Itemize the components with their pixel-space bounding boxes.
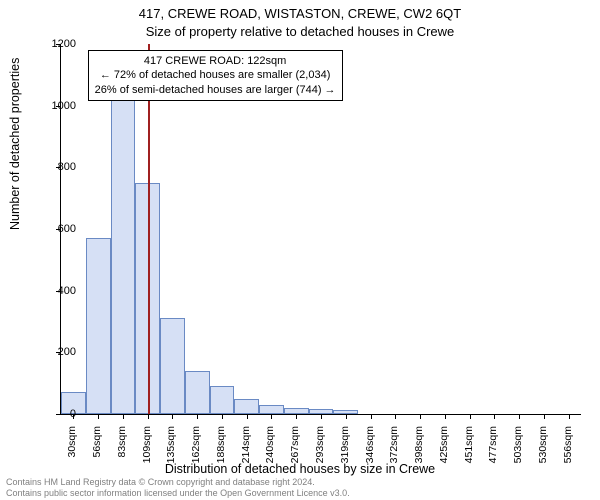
chart-container: 417, CREWE ROAD, WISTASTON, CREWE, CW2 6… xyxy=(0,0,600,500)
xtick-label: 135sqm xyxy=(165,426,177,476)
xtick-mark xyxy=(148,414,149,419)
ytick-label: 1000 xyxy=(36,100,76,112)
xtick-mark xyxy=(296,414,297,419)
xtick-label: 56sqm xyxy=(91,426,103,476)
xtick-mark xyxy=(172,414,173,419)
chart-title-sub: Size of property relative to detached ho… xyxy=(0,24,600,39)
xtick-label: 556sqm xyxy=(562,426,574,476)
ytick-label: 400 xyxy=(36,285,76,297)
xtick-label: 372sqm xyxy=(388,426,400,476)
footnote-line2: Contains public sector information licen… xyxy=(6,488,350,498)
xtick-label: 109sqm xyxy=(141,426,153,476)
chart-title-main: 417, CREWE ROAD, WISTASTON, CREWE, CW2 6… xyxy=(0,6,600,21)
xtick-label: 240sqm xyxy=(264,426,276,476)
histogram-bar xyxy=(111,87,136,414)
xtick-label: 319sqm xyxy=(339,426,351,476)
annotation-box: 417 CREWE ROAD: 122sqm← 72% of detached … xyxy=(88,50,343,101)
xtick-label: 451sqm xyxy=(463,426,475,476)
annotation-line: ← 72% of detached houses are smaller (2,… xyxy=(95,68,336,82)
xtick-label: 30sqm xyxy=(66,426,78,476)
histogram-bar xyxy=(210,386,235,414)
xtick-mark xyxy=(420,414,421,419)
ytick-label: 600 xyxy=(36,223,76,235)
xtick-mark xyxy=(123,414,124,419)
xtick-mark xyxy=(544,414,545,419)
xtick-mark xyxy=(470,414,471,419)
xtick-label: 162sqm xyxy=(190,426,202,476)
xtick-mark xyxy=(222,414,223,419)
xtick-label: 477sqm xyxy=(487,426,499,476)
ytick-label: 800 xyxy=(36,161,76,173)
plot-area: 417 CREWE ROAD: 122sqm← 72% of detached … xyxy=(60,44,581,415)
xtick-label: 346sqm xyxy=(364,426,376,476)
ytick-label: 1200 xyxy=(36,38,76,50)
xtick-mark xyxy=(494,414,495,419)
xtick-mark xyxy=(321,414,322,419)
xtick-label: 293sqm xyxy=(314,426,326,476)
annotation-line: 417 CREWE ROAD: 122sqm xyxy=(95,54,336,68)
xtick-mark xyxy=(98,414,99,419)
footnote: Contains HM Land Registry data © Crown c… xyxy=(6,477,350,498)
xtick-mark xyxy=(247,414,248,419)
y-axis-label: Number of detached properties xyxy=(8,58,22,230)
xtick-mark xyxy=(395,414,396,419)
ytick-label: 200 xyxy=(36,346,76,358)
histogram-bar xyxy=(185,371,210,414)
footnote-line1: Contains HM Land Registry data © Crown c… xyxy=(6,477,315,487)
ytick-label: 0 xyxy=(36,408,76,420)
xtick-mark xyxy=(371,414,372,419)
xtick-label: 188sqm xyxy=(215,426,227,476)
xtick-mark xyxy=(519,414,520,419)
xtick-label: 530sqm xyxy=(537,426,549,476)
xtick-label: 267sqm xyxy=(289,426,301,476)
histogram-bar xyxy=(160,318,185,414)
xtick-mark xyxy=(445,414,446,419)
xtick-mark xyxy=(569,414,570,419)
xtick-label: 503sqm xyxy=(512,426,524,476)
histogram-bar xyxy=(86,238,111,414)
xtick-label: 214sqm xyxy=(240,426,252,476)
histogram-bar xyxy=(259,405,284,414)
xtick-label: 425sqm xyxy=(438,426,450,476)
histogram-bar xyxy=(234,399,259,414)
annotation-line: 26% of semi-detached houses are larger (… xyxy=(95,83,336,97)
xtick-mark xyxy=(346,414,347,419)
xtick-label: 398sqm xyxy=(413,426,425,476)
xtick-mark xyxy=(271,414,272,419)
xtick-mark xyxy=(197,414,198,419)
xtick-label: 83sqm xyxy=(116,426,128,476)
